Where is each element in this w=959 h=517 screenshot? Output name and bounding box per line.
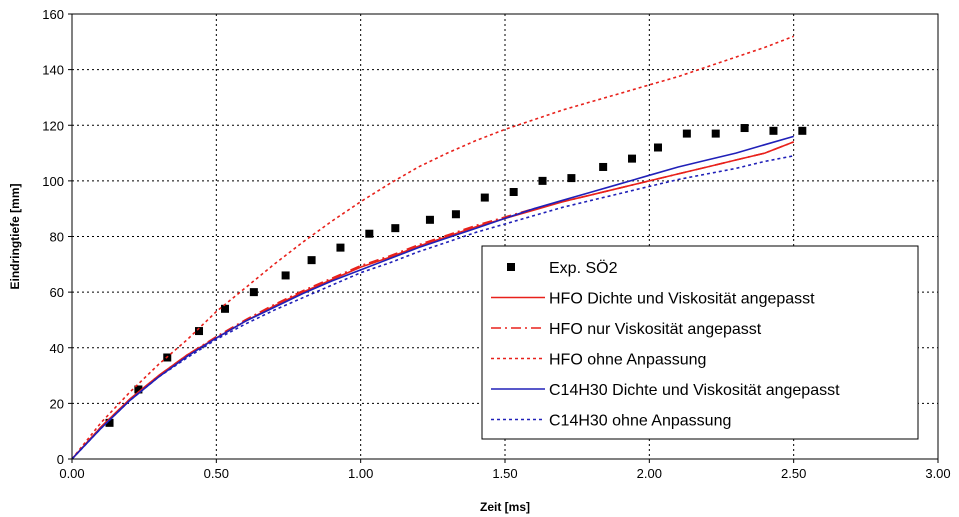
legend-label: C14H30 ohne Anpassung [549,413,731,430]
series-line-5 [71,155,794,460]
x-axis-title: Zeit [ms] [480,500,530,514]
exp-data-point [134,385,143,394]
x-tick-label: 2.00 [637,466,662,481]
exp-data-point [538,176,547,185]
y-tick-label: 80 [50,230,64,245]
y-tick-label: 100 [42,174,64,189]
series-line-3 [71,35,794,460]
exp-data-point [567,174,576,183]
exp-data-point [336,243,345,252]
legend-label: C14H30 Dichte und Viskosität angepasst [549,382,840,399]
x-tick-label: 0.50 [204,466,229,481]
exp-data-point [391,224,400,233]
legend-label: HFO Dichte und Viskosität angepasst [549,291,815,308]
exp-data-point [740,124,749,133]
legend-label: HFO ohne Anpassung [549,352,706,369]
exp-data-point [509,188,518,196]
x-tick-label: 1.50 [492,466,517,481]
y-tick-label: 60 [50,285,64,300]
x-tick-label: 1.00 [348,466,373,481]
exp-data-point [307,256,316,265]
exp-data-point [195,327,204,336]
series-line-4 [71,135,794,460]
legend-label: HFO nur Viskosität angepasst [549,321,762,338]
exp-data-point [451,210,460,219]
exp-data-point [281,271,290,280]
y-tick-label: 0 [57,452,64,467]
exp-data-point [769,126,778,135]
exp-data-point [682,129,691,138]
legend-marker [507,263,515,271]
y-tick-label: 40 [50,341,64,356]
x-tick-label: 0.00 [59,466,84,481]
exp-data-point [105,418,114,427]
exp-data-point [653,143,662,152]
exp-data-point [628,154,637,163]
exp-data-point [711,129,720,138]
legend-box [481,245,919,440]
exp-data-point [249,288,258,297]
series-line-2 [71,141,794,460]
exp-data-point [480,193,489,202]
axis-ticks: 0.00 0.50 1.00 1.50 2.00 2.50 3.00 0 20 40 60 80 100… [42,7,950,481]
y-axis-title: Eindringtiefe [mm] [8,183,22,289]
x-tick-label: 2.50 [781,466,806,481]
y-tick-label: 140 [42,63,64,78]
exp-data-point [365,229,374,238]
y-tick-label: 20 [50,396,64,411]
exp-data-point [425,215,434,224]
series-layer [71,35,807,460]
exp-data-point [599,162,608,171]
exp-data-point [220,304,229,313]
y-tick-label: 160 [42,7,64,22]
legend-label: Exp. SÖ2 [549,259,618,277]
legend: Exp. SÖ2 HFO Dichte und Viskosität angepa… [481,245,919,440]
x-tick-label: 3.00 [925,466,950,481]
y-tick-label: 120 [42,118,64,133]
exp-data-point [798,126,807,135]
